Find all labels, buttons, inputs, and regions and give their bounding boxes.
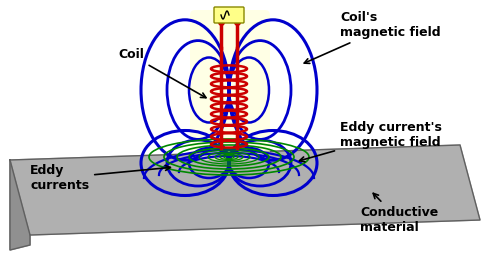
Text: Coil's
magnetic field: Coil's magnetic field: [304, 11, 441, 64]
Text: Eddy current's
magnetic field: Eddy current's magnetic field: [299, 121, 442, 162]
FancyBboxPatch shape: [190, 10, 270, 160]
Polygon shape: [10, 145, 480, 235]
Text: Conductive
material: Conductive material: [360, 193, 438, 234]
Text: Coil: Coil: [118, 49, 206, 98]
FancyBboxPatch shape: [214, 7, 244, 23]
Text: Eddy
currents: Eddy currents: [30, 164, 171, 192]
Polygon shape: [10, 160, 30, 250]
